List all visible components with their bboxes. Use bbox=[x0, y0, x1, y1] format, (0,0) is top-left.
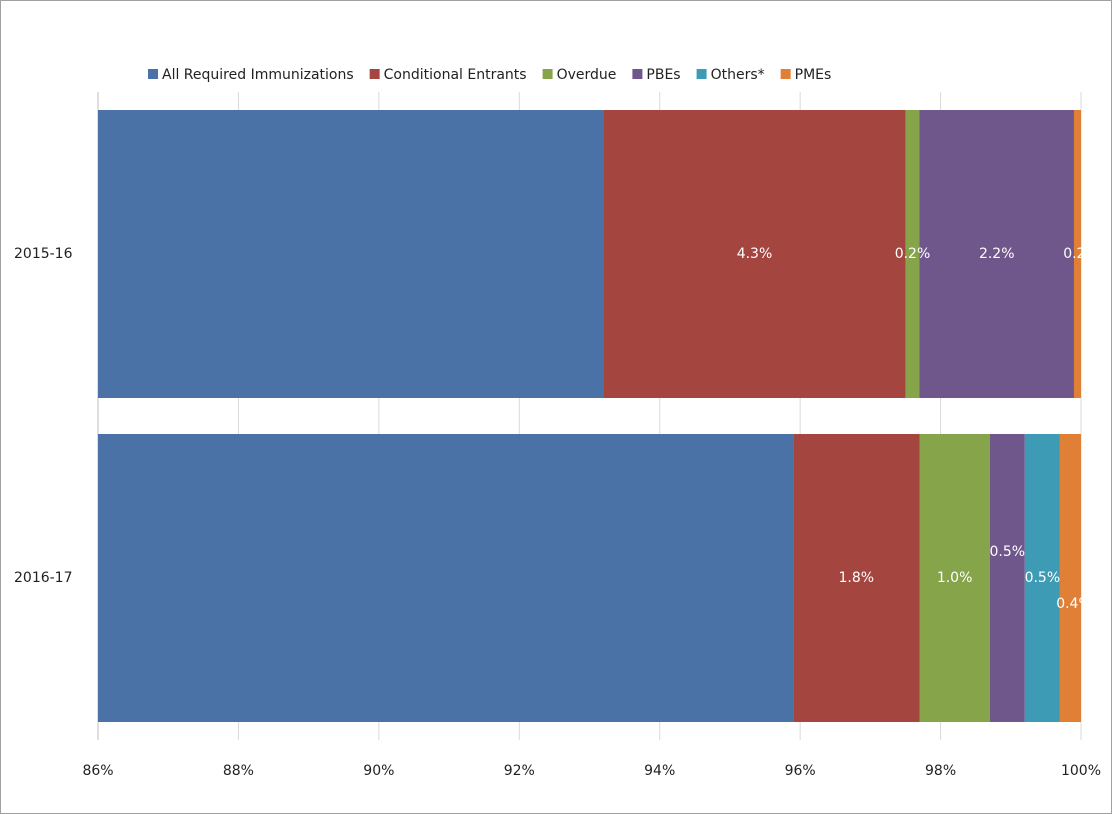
x-tick-label: 96% bbox=[785, 763, 816, 779]
data-label: 0.4% bbox=[1056, 596, 1092, 612]
bar-segment bbox=[1059, 434, 1081, 722]
x-tick-label: 86% bbox=[82, 763, 113, 779]
bar-segment bbox=[919, 434, 990, 722]
legend-swatch bbox=[780, 69, 791, 79]
legend-label: Conditional Entrants bbox=[384, 67, 527, 83]
bar-segment bbox=[1024, 434, 1060, 722]
bar-segment bbox=[793, 434, 920, 722]
bar-segment bbox=[603, 110, 906, 398]
legend-label: Others* bbox=[711, 67, 765, 83]
data-label: 0.5% bbox=[1025, 570, 1061, 586]
legend-swatch bbox=[148, 69, 158, 79]
bar-segment bbox=[905, 110, 920, 398]
labels: 86%88%90%92%94%96%98%100%2015-1693.2%4.3… bbox=[14, 67, 1101, 779]
bar-segment bbox=[919, 110, 1074, 398]
legend-swatch bbox=[369, 69, 380, 79]
legend-swatch bbox=[696, 69, 707, 79]
legend-swatch bbox=[632, 69, 643, 79]
data-label: 1.8% bbox=[839, 570, 875, 586]
legend-swatch bbox=[542, 69, 553, 79]
legend-label: PBEs bbox=[646, 67, 680, 83]
bar-segment bbox=[989, 434, 1025, 722]
data-label: 0.2% bbox=[895, 246, 931, 262]
bar-segment bbox=[98, 434, 794, 722]
x-tick-label: 88% bbox=[223, 763, 254, 779]
bar-segment bbox=[98, 110, 604, 398]
bars bbox=[98, 110, 1081, 722]
legend-label: All Required Immunizations bbox=[162, 67, 354, 83]
bar-segment bbox=[1073, 110, 1081, 398]
x-tick-label: 92% bbox=[504, 763, 535, 779]
x-tick-label: 90% bbox=[363, 763, 394, 779]
x-tick-label: 98% bbox=[925, 763, 956, 779]
data-label: 0.5% bbox=[989, 544, 1025, 560]
x-tick-label: 94% bbox=[644, 763, 675, 779]
data-label: 4.3% bbox=[737, 246, 773, 262]
y-tick-label: 2015-16 bbox=[14, 246, 73, 262]
legend-label: Overdue bbox=[557, 67, 617, 83]
legend-label: PMEs bbox=[795, 67, 832, 83]
data-label: 0.2% bbox=[1063, 246, 1099, 262]
x-tick-label: 100% bbox=[1061, 763, 1101, 779]
data-label: 1.0% bbox=[937, 570, 973, 586]
data-label: 2.2% bbox=[979, 246, 1015, 262]
y-tick-label: 2016-17 bbox=[14, 570, 73, 586]
